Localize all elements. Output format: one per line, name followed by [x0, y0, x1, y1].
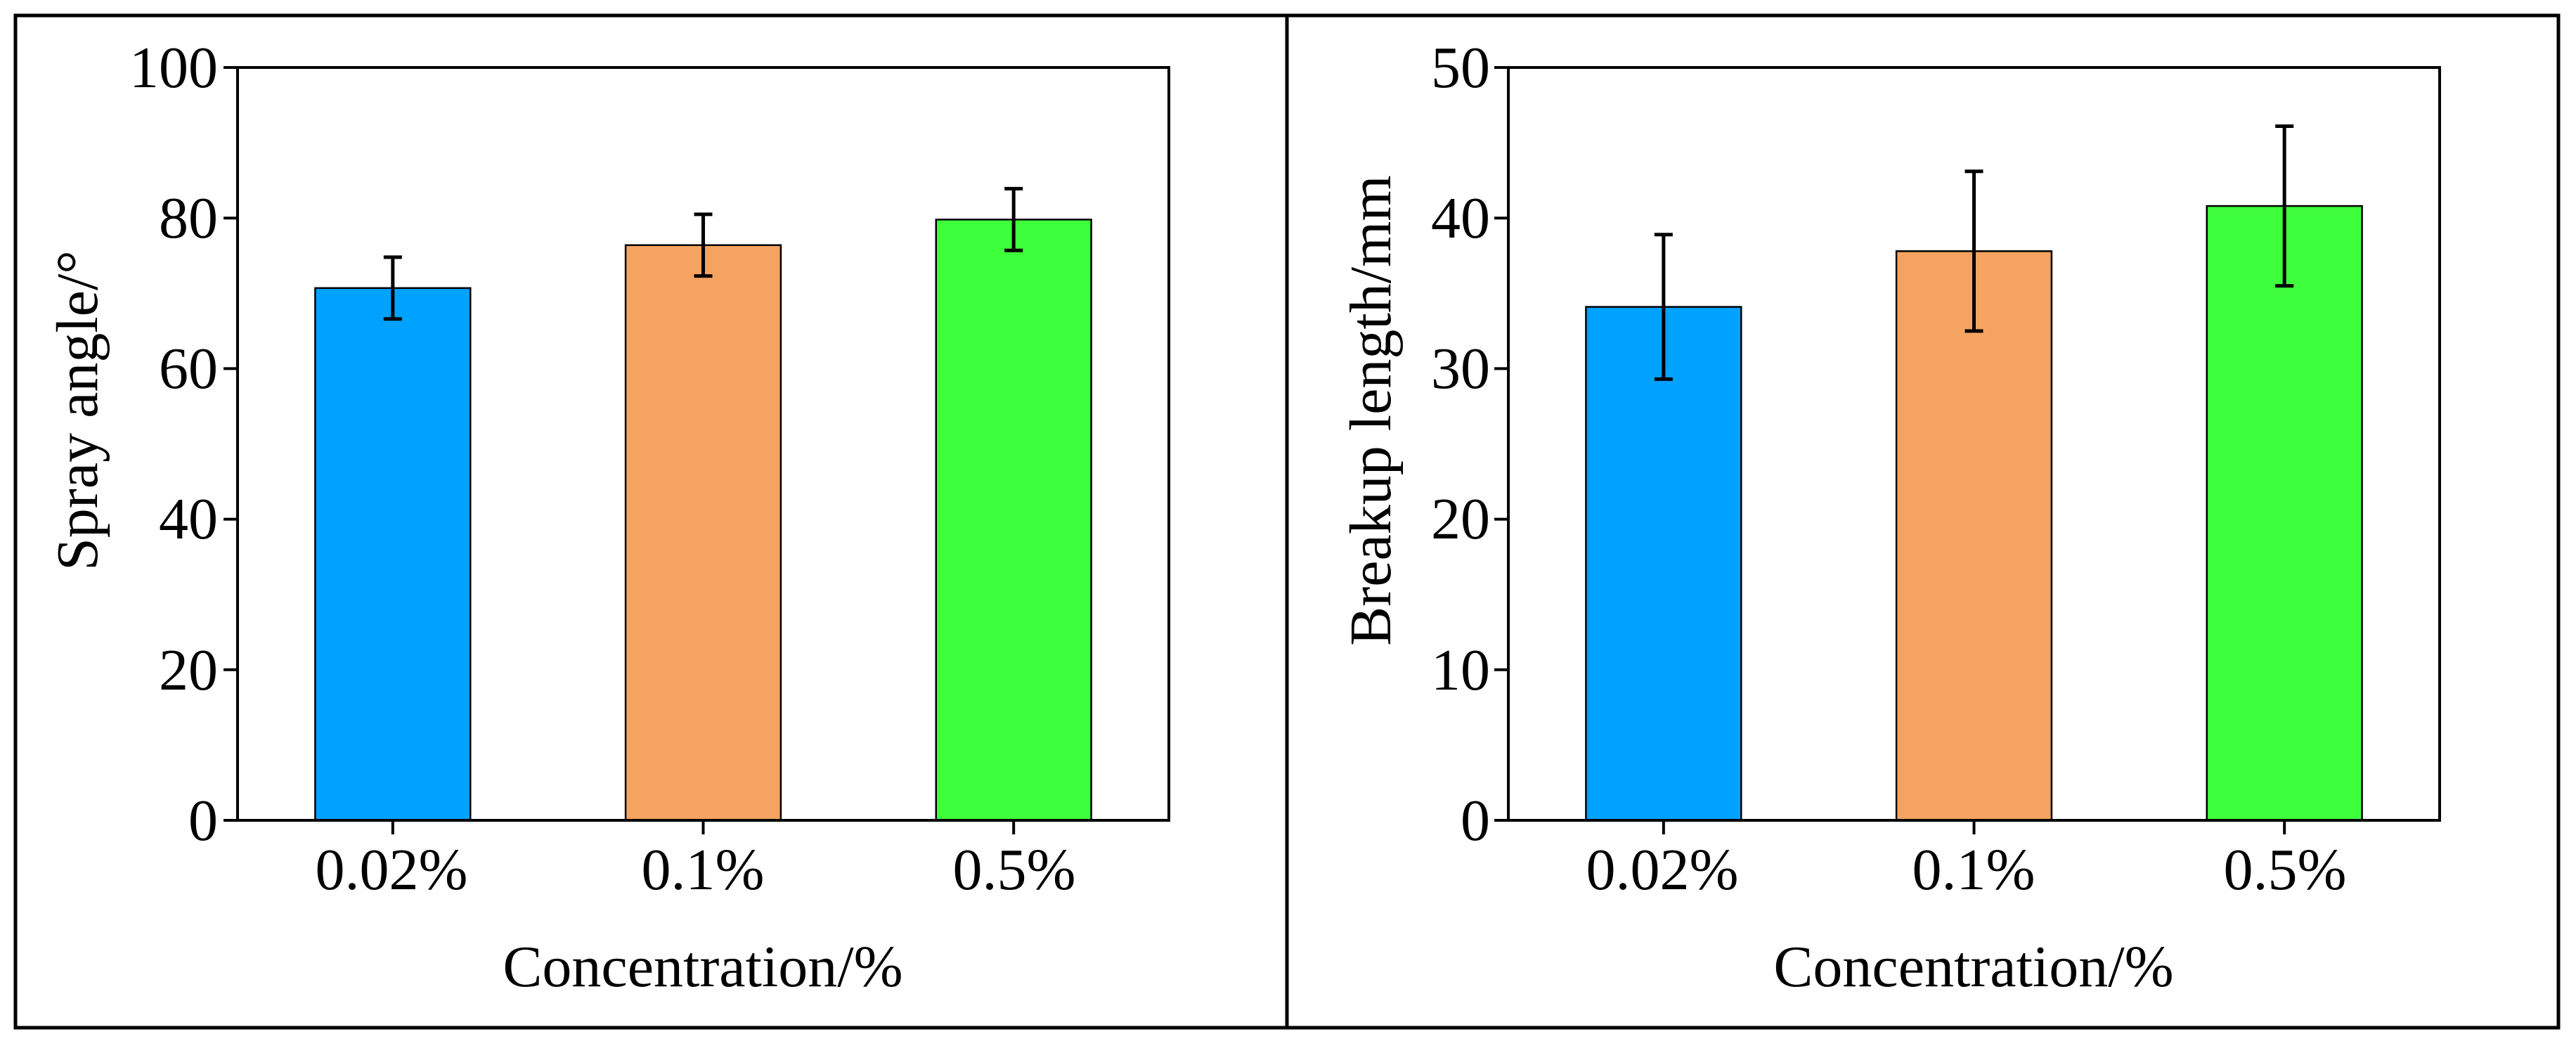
x-tick-label: 0.5% [953, 837, 1076, 903]
y-axis-title: Spray angle/° [45, 250, 110, 571]
y-tick-label: 80 [159, 186, 218, 251]
bar [935, 219, 1092, 822]
y-tick-label: 20 [1431, 486, 1490, 552]
x-tick-label: 0.02% [1586, 837, 1739, 903]
chart-panel-breakup-length: 0 10 20 30 40 50 0.02% 0.1% 0.5% Concent… [1338, 35, 2441, 1000]
x-tick-labels: 0.02% 0.1% 0.5% [316, 837, 1076, 903]
chart-panel-spray-angle: 0 20 40 60 80 100 0.02% 0.1% 0.5% Concen… [45, 35, 1170, 1000]
x-axis-title: Concentration/% [503, 934, 902, 1000]
x-tick-label: 0.1% [1912, 837, 2035, 903]
x-tick-label: 0.5% [2224, 837, 2347, 903]
y-tick-label: 30 [1431, 336, 1490, 401]
y-tick-labels: 0 10 20 30 40 50 [1431, 35, 1490, 853]
y-tick-label: 40 [1431, 186, 1490, 251]
y-tick-label: 20 [159, 638, 218, 703]
x-tick-label: 0.02% [316, 837, 468, 903]
x-tick-labels: 0.02% 0.1% 0.5% [1586, 837, 2347, 903]
bar [2206, 205, 2363, 822]
y-tick-label: 10 [1431, 638, 1490, 703]
y-axis-title: Breakup length/mm [1338, 175, 1404, 646]
y-tick-labels: 0 20 40 60 80 100 [129, 35, 218, 853]
bar [624, 244, 782, 822]
x-axis-title: Concentration/% [1773, 934, 2173, 1000]
y-tick-label: 0 [188, 788, 218, 853]
y-tick-label: 60 [159, 336, 218, 401]
y-tick-label: 0 [1461, 788, 1490, 853]
y-tick-label: 50 [1431, 35, 1490, 101]
bar [314, 287, 472, 822]
y-tick-label: 40 [159, 486, 218, 552]
x-tick-label: 0.1% [642, 837, 765, 903]
bar [1585, 306, 1742, 822]
y-tick-label: 100 [129, 35, 218, 101]
bar [1895, 250, 2053, 822]
